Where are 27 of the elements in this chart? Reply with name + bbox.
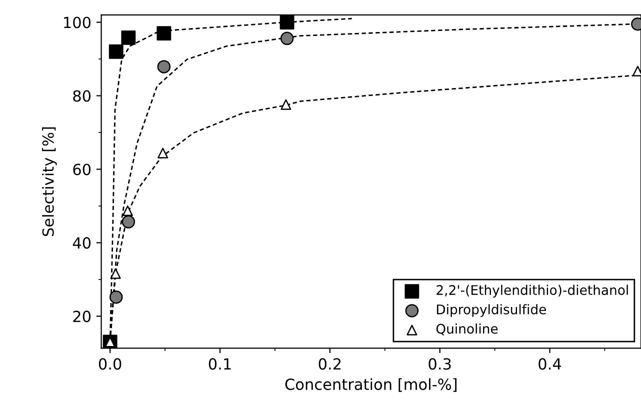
x-tick-label: 0.3 xyxy=(428,358,451,370)
legend-label: Dipropyldisulfide xyxy=(436,304,546,317)
point xyxy=(122,205,133,216)
y-tick-label: 60 xyxy=(73,164,91,176)
x-axis-title: Concentration [mol-%] xyxy=(285,378,457,392)
point xyxy=(280,15,294,30)
point xyxy=(110,268,121,279)
point xyxy=(121,30,136,45)
legend-label: 2,2'-(Ethylendithio)-diethanol xyxy=(436,284,628,298)
point xyxy=(108,44,124,59)
x-tick-label: 0.4 xyxy=(538,358,562,370)
y-tick-label: 20 xyxy=(73,310,91,322)
y-tick-label: 40 xyxy=(72,237,91,249)
point xyxy=(157,60,171,74)
point xyxy=(122,215,136,228)
point xyxy=(156,26,172,40)
y-axis-title: Selectivity [%] xyxy=(42,127,57,236)
x-tick-label: 0.2 xyxy=(318,358,341,370)
y-tick-label: 100 xyxy=(64,16,91,28)
y-tick-label: 80 xyxy=(73,90,91,102)
x-tick-label: 0.1 xyxy=(208,358,231,370)
legend-label: Quinoline xyxy=(436,324,498,336)
point xyxy=(280,32,294,46)
point xyxy=(109,290,123,304)
x-tick-label: 0.0 xyxy=(98,358,122,370)
point xyxy=(158,148,168,158)
point xyxy=(280,99,292,110)
